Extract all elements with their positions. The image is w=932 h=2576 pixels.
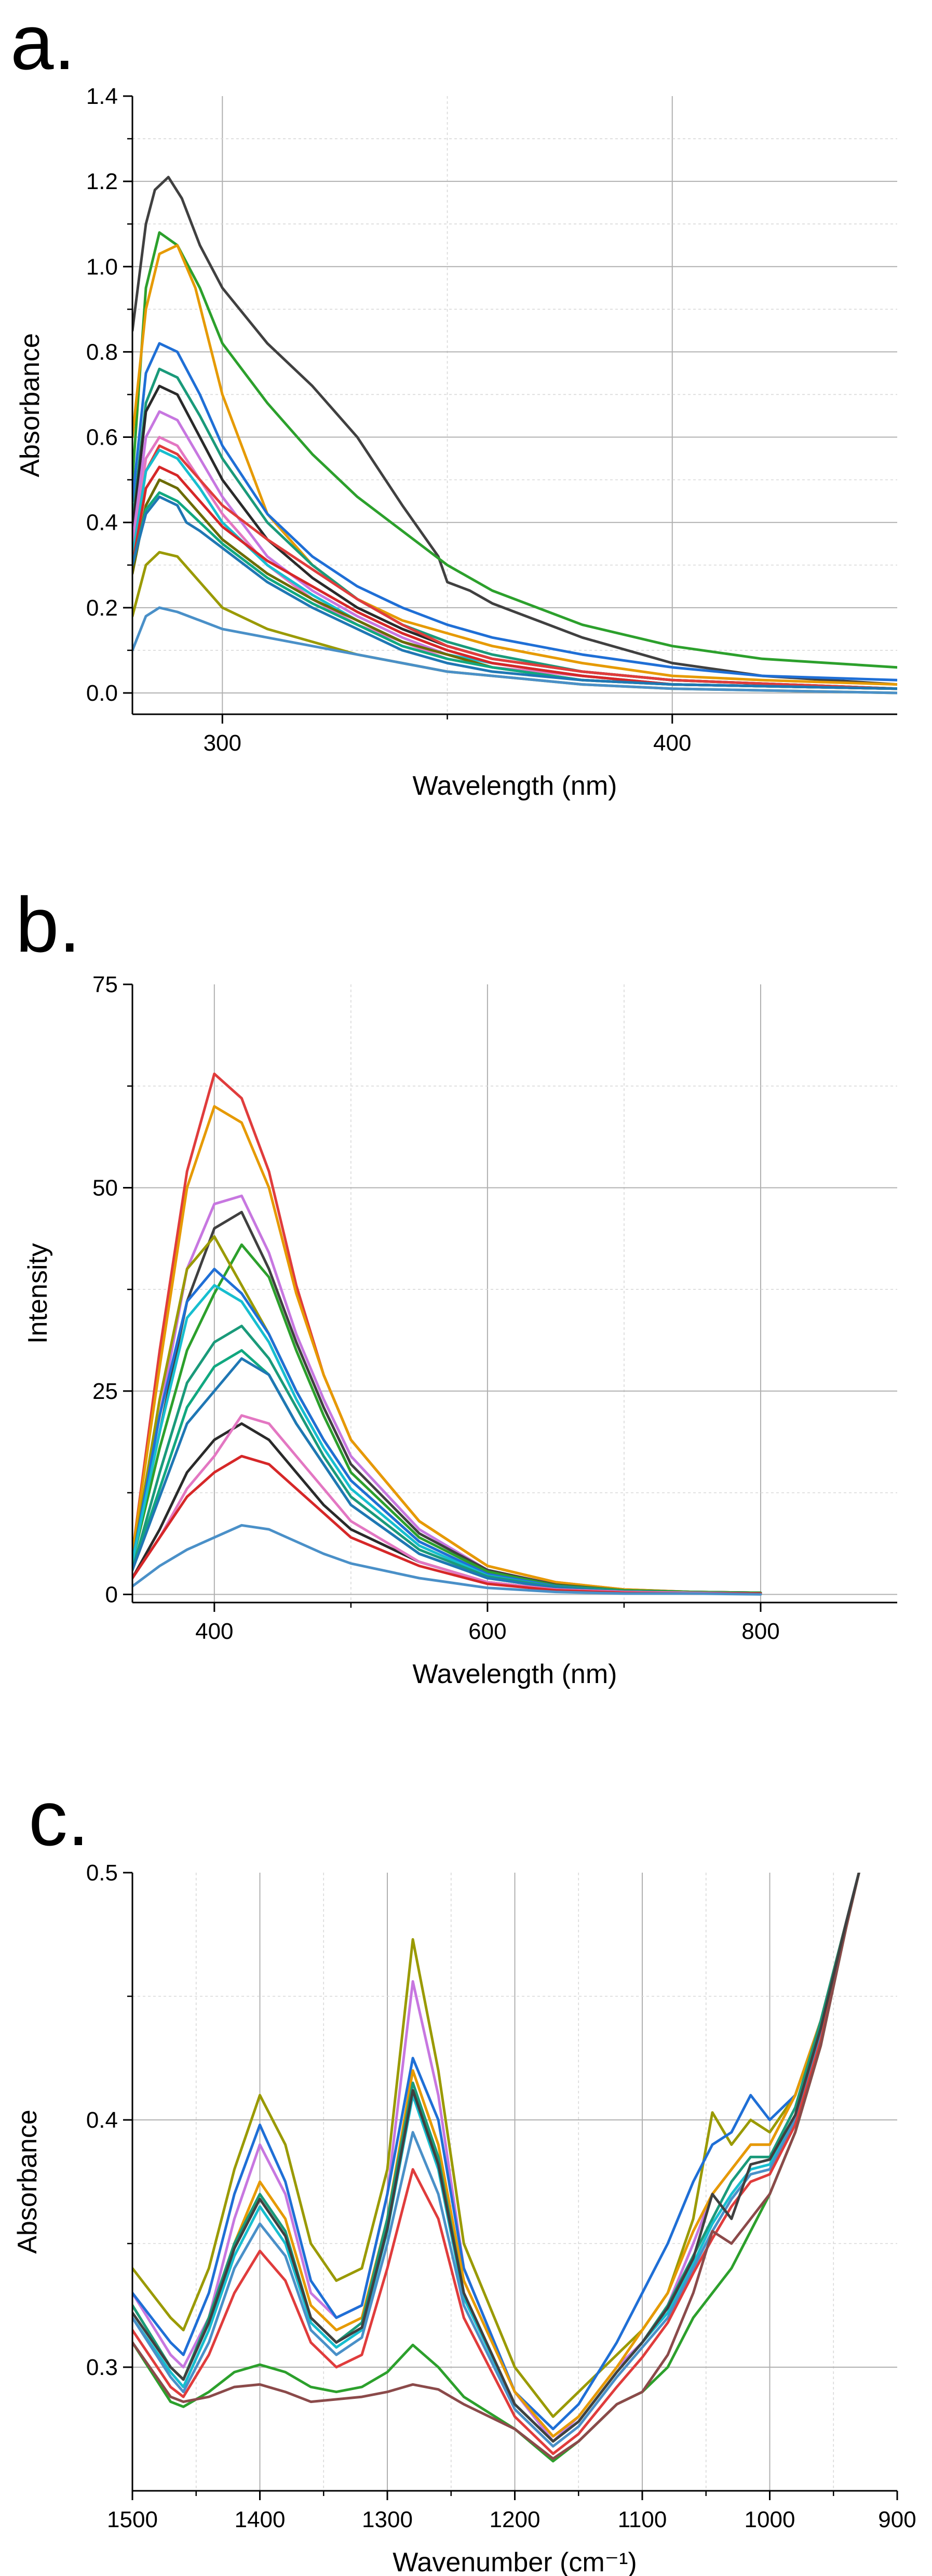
x-axis-title: Wavelength (nm) xyxy=(413,771,617,801)
series-line-1 xyxy=(132,176,897,686)
panel-c-ftir-chart: c. 0.3 0.4 0.5 1500 1400 1300 1200 1100 1000 900 W… xyxy=(0,1751,932,2576)
x-tick-label: 400 xyxy=(195,1619,233,1644)
y-tick-label: 1.0 xyxy=(86,254,118,279)
y-axis-title: Absorbance xyxy=(12,2110,43,2254)
y-tick-label: 75 xyxy=(92,972,118,997)
x-tick-label: 1200 xyxy=(490,2507,541,2532)
x-tick-label: 800 xyxy=(741,1619,779,1644)
series-line-4 xyxy=(132,1873,860,2438)
x-tick-label: 1400 xyxy=(235,2507,286,2532)
x-tick-label: 1300 xyxy=(362,2507,413,2532)
series-line-1 xyxy=(132,1873,860,2418)
y-tick-label: 0.4 xyxy=(86,2107,118,2133)
y-tick-label: 0.8 xyxy=(86,339,118,365)
x-axis-title: Wavenumber (cm⁻¹) xyxy=(393,2547,637,2576)
x-tick-label: 400 xyxy=(653,730,691,756)
series-line-15 xyxy=(132,1524,762,1596)
series-line-13 xyxy=(132,491,897,690)
chart-canvas: 0 25 50 75 400 600 800 Wavelength (nm) Intensity xyxy=(23,972,897,1689)
y-axis-title: Intensity xyxy=(23,1243,53,1344)
series-line-4 xyxy=(132,342,897,682)
series-line-5 xyxy=(132,1873,860,2443)
chart-canvas: 0.0 0.2 0.4 0.6 0.8 1.0 1.2 1.4 300 400 Wavelength… xyxy=(15,84,897,801)
x-tick-label: 1500 xyxy=(107,2507,158,2532)
y-tick-label: 0 xyxy=(105,1582,118,1607)
series-line-11 xyxy=(132,1873,860,2443)
y-tick-label: 0.6 xyxy=(86,425,118,450)
panel-a-absorbance-chart: a. 0.0 0.2 0.4 0.6 0.8 1.0 1.2 1.4 300 400 Wavelen… xyxy=(0,0,932,842)
series-line-5 xyxy=(132,367,897,690)
panel-label: b. xyxy=(16,881,81,968)
series-line-14 xyxy=(132,495,897,690)
series-line-11 xyxy=(132,465,897,690)
series-group xyxy=(132,176,897,695)
series-line-6 xyxy=(132,384,897,690)
panel-b-intensity-chart: b. 0 25 50 75 400 600 800 Wavelength (nm) Intens… xyxy=(0,857,932,1699)
y-tick-label: 0.4 xyxy=(86,510,118,536)
y-axis-title: Absorbance xyxy=(15,333,45,477)
series-line-16 xyxy=(132,606,897,695)
series-line-2 xyxy=(132,231,897,669)
y-tick-label: 50 xyxy=(92,1175,118,1200)
series-line-2 xyxy=(132,1105,762,1594)
x-tick-label: 600 xyxy=(468,1619,506,1644)
series-line-9 xyxy=(132,444,897,690)
y-tick-label: 1.4 xyxy=(86,84,118,109)
series-line-7 xyxy=(132,410,897,690)
series-group xyxy=(132,1072,762,1596)
series-line-10 xyxy=(132,448,897,690)
x-tick-label: 1000 xyxy=(745,2507,795,2532)
panel-label: a. xyxy=(10,0,76,86)
x-tick-label: 900 xyxy=(878,2507,916,2532)
y-tick-label: 25 xyxy=(92,1379,118,1404)
y-tick-label: 1.2 xyxy=(86,169,118,194)
y-tick-label: 0.5 xyxy=(86,1860,118,1886)
y-tick-label: 0.3 xyxy=(86,2355,118,2380)
series-line-7 xyxy=(132,1873,860,2448)
series-line-12 xyxy=(132,1422,762,1595)
chart-canvas: 0.3 0.4 0.5 1500 1400 1300 1200 1100 1000 900 Wave… xyxy=(12,1860,916,2576)
panel-label: c. xyxy=(29,1774,89,1862)
y-tick-label: 0.2 xyxy=(86,595,118,621)
series-line-13 xyxy=(132,1414,762,1595)
series-line-1 xyxy=(132,1072,762,1594)
series-line-14 xyxy=(132,1454,762,1595)
x-axis-title: Wavelength (nm) xyxy=(413,1659,617,1689)
series-line-8 xyxy=(132,1873,860,2455)
y-tick-label: 0.0 xyxy=(86,680,118,706)
series-group xyxy=(132,1873,860,2463)
x-tick-label: 1100 xyxy=(618,2507,667,2532)
x-tick-label: 300 xyxy=(204,730,241,756)
series-line-10 xyxy=(132,1873,860,2460)
